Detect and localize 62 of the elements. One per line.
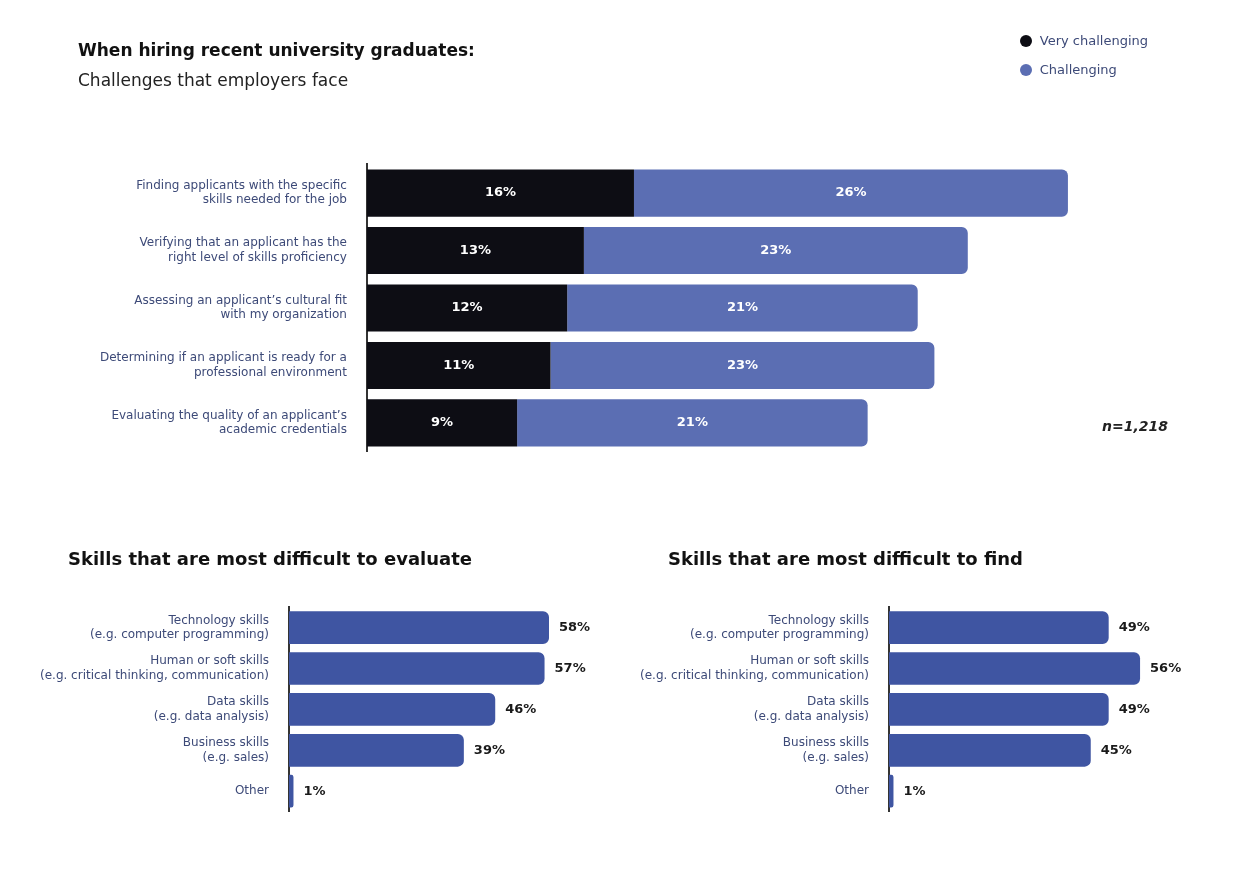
- y-tick-label: Other: [834, 783, 870, 798]
- y-tick-label: Technology skills (e.g. computer programming): [690, 612, 869, 641]
- y-tick-label: Data skills (e.g. data analysis): [153, 694, 269, 723]
- data-label: 58%: [559, 619, 591, 635]
- data-label: 1%: [903, 782, 926, 798]
- bar: [289, 774, 294, 808]
- data-label: 23%: [760, 241, 792, 257]
- bar: [550, 341, 935, 389]
- y-tick-label: Evaluating the quality of an applicant’s academic credentials: [111, 407, 347, 437]
- data-label: 26%: [835, 184, 867, 200]
- bar: [366, 341, 551, 389]
- y-tick-label: Verifying that an applicant has the right level of skills proficiency: [139, 235, 347, 264]
- y-tick-label: Other: [234, 783, 270, 798]
- data-label: 11%: [443, 356, 475, 372]
- y-tick-label: Determining if an applicant is ready for a professional environment: [100, 350, 348, 379]
- legend-label: Challenging: [1039, 62, 1117, 77]
- y-tick-label: Business skills (e.g. sales): [182, 735, 269, 764]
- data-label: 1%: [303, 782, 326, 798]
- data-label: 49%: [1118, 619, 1150, 635]
- bar: [889, 774, 894, 808]
- legend-label: Very challenging: [1039, 33, 1148, 48]
- data-label: 23%: [726, 356, 759, 372]
- data-label: 56%: [1150, 659, 1182, 675]
- y-tick-label: Technology skills (e.g. computer programming): [90, 612, 269, 641]
- bar: [583, 227, 968, 275]
- bar: [366, 399, 518, 447]
- data-label: 39%: [473, 741, 505, 757]
- chart-title: Skills that are most difficult to find: [668, 548, 1023, 569]
- bar: [289, 733, 464, 767]
- bar: [567, 284, 918, 332]
- data-label: 13%: [459, 241, 491, 257]
- bar: [517, 399, 868, 447]
- data-label: 57%: [554, 659, 586, 675]
- text: n=1,218: [1102, 418, 1168, 434]
- y-tick-label: Data skills (e.g. data analysis): [753, 694, 869, 723]
- bar: [289, 693, 496, 726]
- bar: [289, 611, 550, 644]
- bar: [889, 652, 1141, 685]
- y-tick-label: Human or soft skills (e.g. critical thinking, communication): [40, 653, 269, 682]
- bar: [633, 169, 1068, 217]
- bar: [889, 733, 1091, 767]
- bar: [366, 169, 634, 217]
- text: Challenges that employers face: [78, 70, 349, 90]
- data-label: 16%: [484, 184, 517, 200]
- bar: [289, 652, 545, 685]
- y-tick-label: Business skills (e.g. sales): [782, 735, 869, 764]
- data-label: 46%: [505, 700, 537, 716]
- y-tick-label: Finding applicants with the specific skills needed for the job: [136, 178, 347, 207]
- bar: [366, 284, 568, 332]
- y-tick-label: Human or soft skills (e.g. critical thinking, communication): [640, 653, 869, 682]
- data-label: 45%: [1100, 741, 1132, 757]
- data-label: 9%: [430, 414, 454, 430]
- chart-title: When hiring recent university graduates:: [78, 40, 475, 60]
- chart-title: Skills that are most difficult to evaluate: [68, 548, 472, 569]
- data-label: 49%: [1118, 700, 1150, 716]
- data-label: 12%: [451, 299, 483, 315]
- data-label: 21%: [726, 299, 759, 315]
- y-tick-label: Assessing an applicant’s cultural fit with my organization: [134, 292, 348, 322]
- bar: [889, 693, 1109, 726]
- bar: [366, 227, 584, 275]
- data-label: 21%: [676, 414, 708, 430]
- bar: [889, 611, 1109, 644]
